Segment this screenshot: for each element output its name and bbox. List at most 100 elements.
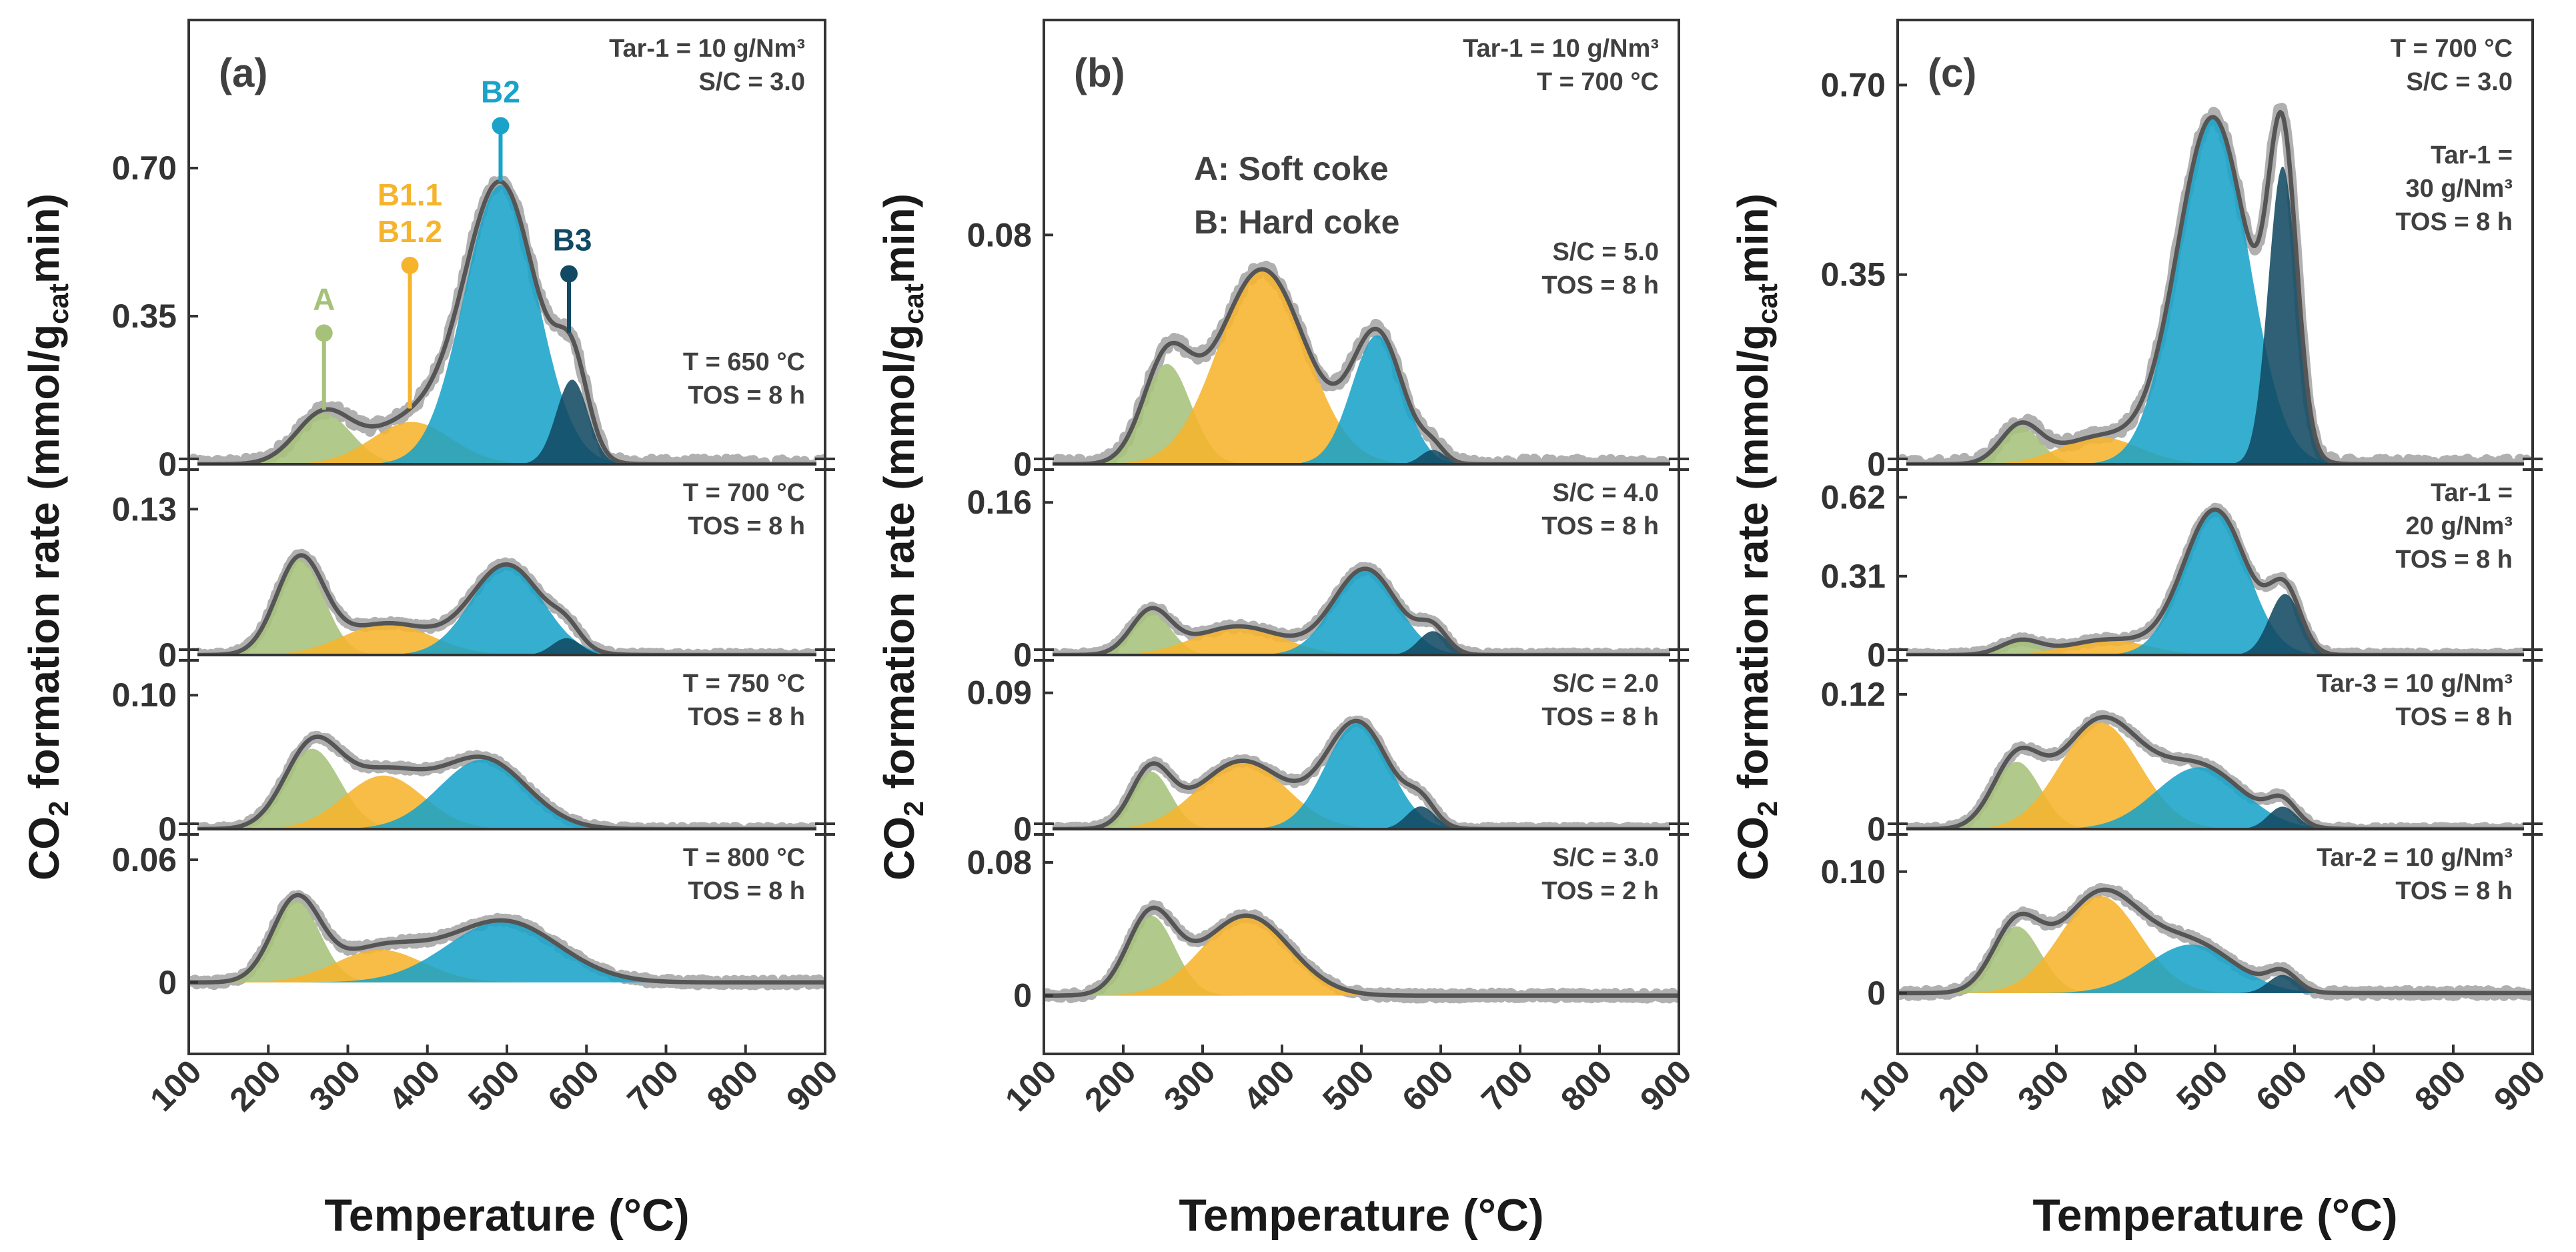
annotation-text: TOS = 8 h [2395,703,2513,731]
y-tick-label: 0.10 [1821,853,1886,890]
y-axis-label: CO2 formation rate (mmol/gcatmin) [1729,193,1783,880]
peak-B1 [1898,722,2533,829]
annotation-text: T = 700 °C [1537,68,1659,96]
x-tick-label: 500 [1315,1053,1381,1119]
annotation-text: TOS = 8 h [1541,703,1659,731]
annotation-text: S/C = 3.0 [2407,68,2513,96]
panel-label: (a) [219,51,267,95]
marker-dot [560,265,578,283]
legend-entry: A: Soft coke [1194,150,1389,187]
y-tick-label: 0.08 [967,844,1032,881]
fit-curve [1898,887,2533,996]
annotation-text: Tar-1 = 10 g/Nm³ [1463,35,1659,63]
y-tick-label: 0.08 [967,216,1032,253]
peak-A [1898,426,2533,464]
peak-label: B3 [553,223,592,257]
peak-B1 [189,422,825,464]
fit-curve [1898,109,2533,464]
x-tick-label: 900 [2487,1053,2553,1119]
peak-B2 [189,185,825,464]
x-tick-label: 800 [1553,1053,1620,1119]
y-tick-label: 0 [1013,446,1032,483]
x-tick-label: 200 [1931,1053,1997,1119]
x-tick-label: 600 [1395,1053,1461,1119]
y-tick-label: 0.09 [967,674,1032,712]
fit-curve [189,179,825,464]
subplot-b3: 0 0.09 S/C = 2.0 TOS = 8 h [967,648,1689,848]
y-tick-label: 0.31 [1821,558,1886,595]
annotation-text: TOS = 8 h [2395,546,2513,574]
peak-B2 [189,920,825,983]
x-tick-label: 900 [779,1053,845,1119]
y-tick-label: 0 [1013,810,1032,848]
y-tick-label: 0 [1867,810,1886,848]
subplot-body [1044,715,1679,829]
x-tick-label: 600 [2248,1053,2315,1119]
peak-B1 [1044,915,1679,996]
peak-B1 [189,949,825,983]
peak-B1 [1898,437,2533,464]
y-tick-label: 0 [158,446,177,483]
annotation-text: Tar-2 = 10 g/Nm³ [2317,844,2513,872]
y-label-subscript: 2 [1752,801,1783,816]
y-label-subscript: cat [898,283,929,324]
x-tick-label: 600 [540,1053,606,1119]
y-tick-label: 0 [158,964,177,1001]
subplot-c1: 0 0.35 0.70 T = 700 °C S/C = 3.0 Tar-1 = 30 g/… [1821,35,2533,483]
peak-B2 [1898,510,2533,655]
peak-A [189,413,825,464]
peak-label: A [313,281,335,316]
fit-curve [1044,267,1679,464]
peak-B1 [189,623,825,655]
x-tick-label: 500 [2169,1053,2235,1119]
subplot-c3: 0 0.12 Tar-3 = 10 g/Nm³ TOS = 8 h [1821,648,2543,848]
marker-dot [315,324,333,342]
panel-2: 0 0.35 0.70 T = 700 °C S/C = 3.0 Tar-1 = 30 g/… [1729,19,2553,1241]
subplot-a4: 0 0.06 T = 800 °C TOS = 8 h [112,822,835,1001]
fit-curve [1044,905,1679,998]
y-tick-label: 0 [158,636,177,674]
annotation-text: S/C = 2.0 [1553,670,1659,698]
subplot-body [189,175,825,464]
peak-label: B2 [481,75,520,109]
x-axis-label: Temperature (°C) [324,1190,689,1241]
annotation-text: TOS = 8 h [1541,512,1659,540]
legend-entry: B: Hard coke [1194,203,1399,241]
peak-B2 [1044,723,1679,829]
annotation-text: T = 700 °C [2391,35,2513,63]
x-tick-label: 100 [143,1053,209,1119]
annotation-text: 30 g/Nm³ [2406,175,2513,203]
marker-dot [492,117,510,135]
annotation-text: S/C = 4.0 [1553,479,1659,507]
y-label-subscript: 2 [43,801,74,816]
annotation-text: TOS = 8 h [2395,208,2513,236]
y-axis-label: CO2 formation rate (mmol/gcatmin) [20,193,74,880]
subplot-body [189,730,825,829]
subplot-body [189,890,825,991]
x-axis-label: Temperature (°C) [2032,1190,2397,1241]
annotation-text: S/C = 3.0 [1553,844,1659,872]
y-tick-label: 0 [1867,636,1886,674]
annotation-text: TOS = 8 h [1541,271,1659,299]
subplot-b1: 0 0.08 Tar-1 = 10 g/Nm³ T = 700 °C S/C = 5.0… [967,35,1679,483]
annotation-text: T = 650 °C [683,348,805,376]
x-tick-label: 400 [382,1053,448,1119]
annotation-text: S/C = 5.0 [1553,238,1659,266]
x-axis-label: Temperature (°C) [1179,1190,1543,1241]
y-label-subscript: cat [1752,283,1783,324]
subplot-a3: 0 0.10 T = 750 °C TOS = 8 h [112,648,835,848]
y-label-subscript: 2 [898,801,929,816]
subplot-b2: 0 0.16 S/C = 4.0 TOS = 8 h [967,458,1689,674]
y-label-part: CO [875,816,923,880]
peak-B2 [189,759,825,829]
x-tick-label: 300 [2010,1053,2076,1119]
peak-A [1898,762,2533,829]
annotation-text: TOS = 8 h [2395,877,2513,905]
annotation-text: TOS = 8 h [688,703,805,731]
y-tick-label: 0.10 [112,676,177,714]
annotation-text: Tar-1 = 10 g/Nm³ [609,35,805,63]
x-tick-label: 700 [2328,1053,2394,1119]
y-tick-label: 0.62 [1821,479,1886,516]
subplot-body [1898,103,2533,464]
